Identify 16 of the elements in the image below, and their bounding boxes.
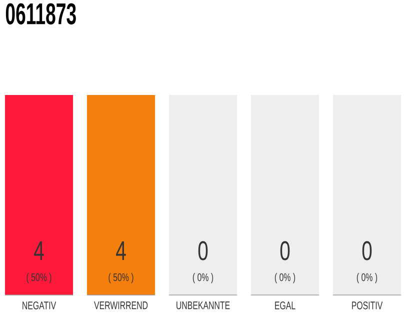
data-label: ( 50% ) — [26, 273, 52, 284]
annotation: 0 — [362, 241, 372, 260]
data-label: ( 0% ) — [356, 273, 378, 284]
x-tick-label: EGAL — [275, 302, 296, 310]
chart-title: 0611873 — [6, 3, 76, 24]
x-tick-label: UNBEKANNTE — [176, 302, 230, 310]
x-tick-label: VERWIRREND — [94, 302, 148, 310]
x-tick-label: POSITIV — [352, 302, 383, 310]
annotation: 4 — [116, 241, 126, 260]
data-label: ( 0% ) — [274, 273, 296, 284]
x-tick-label: NEGATIV — [22, 302, 56, 310]
annotation: 0 — [198, 241, 208, 260]
annotation: 4 — [34, 241, 44, 260]
data-label: ( 0% ) — [192, 273, 214, 284]
annotation: 0 — [280, 241, 290, 260]
data-label: ( 50% ) — [108, 273, 134, 284]
